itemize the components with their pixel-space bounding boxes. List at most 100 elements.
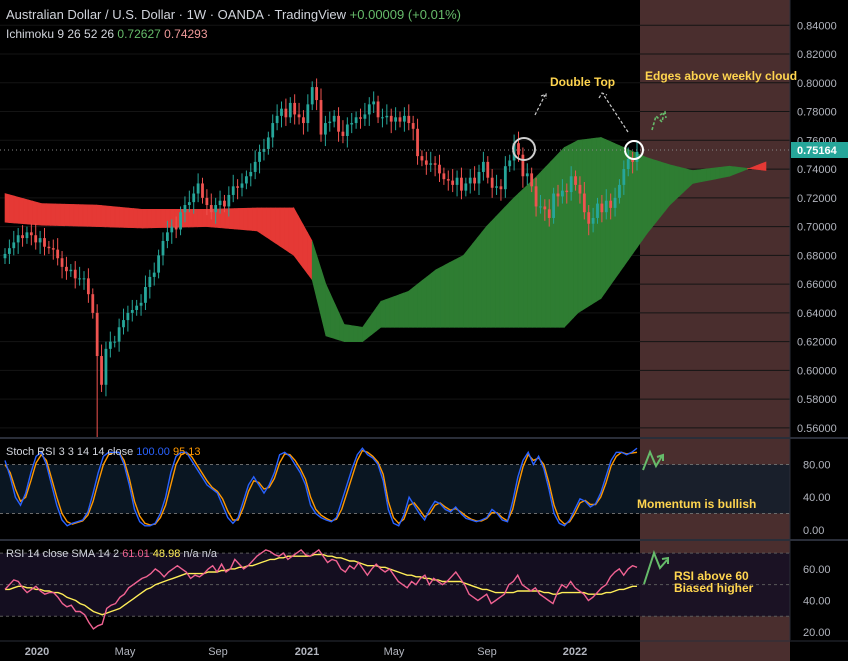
cloud-segment xyxy=(449,259,455,328)
candle-body xyxy=(113,341,117,343)
cloud-segment xyxy=(417,279,423,328)
candle-body xyxy=(398,117,402,122)
last-price-tag[interactable] xyxy=(791,142,848,158)
candle-body xyxy=(231,186,235,195)
symbol-line: Australian Dollar / U.S. Dollar · 1W · O… xyxy=(6,7,347,22)
candle-body xyxy=(574,176,577,185)
price-tick-label: 0.72000 xyxy=(797,193,837,205)
candle-body xyxy=(205,197,209,206)
momentum-label: Momentum is bullish xyxy=(637,497,756,511)
candle-body xyxy=(407,115,411,124)
candle-body xyxy=(552,193,556,218)
cloud-segment xyxy=(36,201,42,226)
cloud-segment xyxy=(761,161,767,171)
cloud-segment xyxy=(582,138,588,311)
candle-body xyxy=(503,166,507,190)
price-tick-label: 0.82000 xyxy=(797,49,837,61)
cloud-segment xyxy=(91,204,97,227)
candle-body xyxy=(91,294,95,313)
cloud-segment xyxy=(155,209,162,229)
time-tick-label: Sep xyxy=(208,646,228,658)
candle-body xyxy=(12,242,16,249)
cloud-segment xyxy=(45,203,52,226)
candle-body xyxy=(122,320,125,328)
rsi-legend[interactable]: RSI 14 close SMA 14 2 61.01 48.98 n/a n/… xyxy=(6,548,217,560)
candle-body xyxy=(152,272,156,277)
cloud-segment xyxy=(431,269,437,328)
symbol-header[interactable]: Australian Dollar / U.S. Dollar · 1W · O… xyxy=(6,7,461,22)
stoch-k-line xyxy=(4,447,638,527)
ichimoku-legend[interactable]: Ichimoku 9 26 52 26 0.72627 0.74293 xyxy=(6,27,208,41)
candle-body xyxy=(477,171,481,184)
candle-body xyxy=(539,206,542,208)
stoch-legend[interactable]: Stoch RSI 3 3 14 14 close 100.00 95.13 xyxy=(6,446,201,458)
candle-body xyxy=(95,312,99,357)
candle-body xyxy=(148,276,152,287)
price-tick-label: 0.70000 xyxy=(797,222,837,234)
cloud-segment xyxy=(55,203,61,226)
candle-body xyxy=(302,117,305,124)
cloud-segment xyxy=(279,207,285,250)
candle-body xyxy=(25,232,29,239)
cloud-segment xyxy=(696,169,703,183)
cloud-segment xyxy=(619,145,625,274)
bullish-arrow-stoch xyxy=(642,449,664,471)
rsi-label: RSI 14 close SMA 14 2 xyxy=(6,548,120,560)
cloud-segment xyxy=(408,287,414,328)
candle-body xyxy=(275,115,279,124)
cloud-segment xyxy=(288,207,295,256)
candle-body xyxy=(86,278,90,295)
cloud-segment xyxy=(651,158,657,229)
rsi-line xyxy=(4,548,638,630)
candle-body xyxy=(244,176,248,184)
candle-body xyxy=(600,203,604,213)
candle-body xyxy=(82,278,86,280)
candle-body xyxy=(495,186,498,188)
candle-body xyxy=(626,159,630,170)
candle-body xyxy=(517,143,520,155)
candle-body xyxy=(183,205,187,213)
double-top-arrow-right xyxy=(598,92,629,133)
stoch-label: Stoch RSI 3 3 14 14 close xyxy=(6,446,134,458)
cloud-segment xyxy=(270,207,276,244)
candle-body xyxy=(451,180,455,185)
cloud-segment xyxy=(128,207,134,229)
ichimoku-value-1: 0.72627 xyxy=(117,27,161,41)
cloud-segment xyxy=(4,193,10,223)
candle-body xyxy=(337,115,340,132)
candle-body xyxy=(543,206,547,210)
rsi-label-1: RSI above 60 xyxy=(674,569,749,583)
edges-label: Edges above weekly cloud xyxy=(645,69,797,83)
cloud-segment xyxy=(123,207,130,228)
candle-body xyxy=(227,194,231,207)
cloud-segment xyxy=(298,215,304,269)
candle-body xyxy=(65,266,68,272)
cloud-segment xyxy=(96,204,102,228)
cloud-segment xyxy=(13,195,20,224)
cloud-segment xyxy=(646,157,652,235)
candle-body xyxy=(21,235,24,239)
cloud-segment xyxy=(444,262,450,328)
candle-body xyxy=(328,121,332,124)
time-axis[interactable]: 2020 May Sep 2021 May Sep 2022 xyxy=(0,640,848,658)
candle-body xyxy=(490,177,494,188)
cloud-segment xyxy=(59,203,65,227)
candle-body xyxy=(179,212,182,230)
cloud-segment xyxy=(32,200,38,226)
cloud-segment xyxy=(637,153,643,248)
cloud-segment xyxy=(486,221,492,328)
price-axis[interactable]: 0.840000.820000.800000.780000.760000.740… xyxy=(797,20,837,639)
cloud-segment xyxy=(453,257,460,328)
cloud-segment xyxy=(394,294,400,328)
candle-body xyxy=(499,186,503,190)
candle-body xyxy=(420,156,424,161)
candle-body xyxy=(3,253,7,259)
candle-body xyxy=(170,226,174,233)
candle-body xyxy=(139,302,143,306)
ichimoku-label: Ichimoku 9 26 52 26 xyxy=(6,27,115,41)
cloud-segment xyxy=(325,283,331,338)
candle-body xyxy=(609,200,613,208)
candle-body xyxy=(438,164,441,174)
candle-body xyxy=(486,161,490,178)
